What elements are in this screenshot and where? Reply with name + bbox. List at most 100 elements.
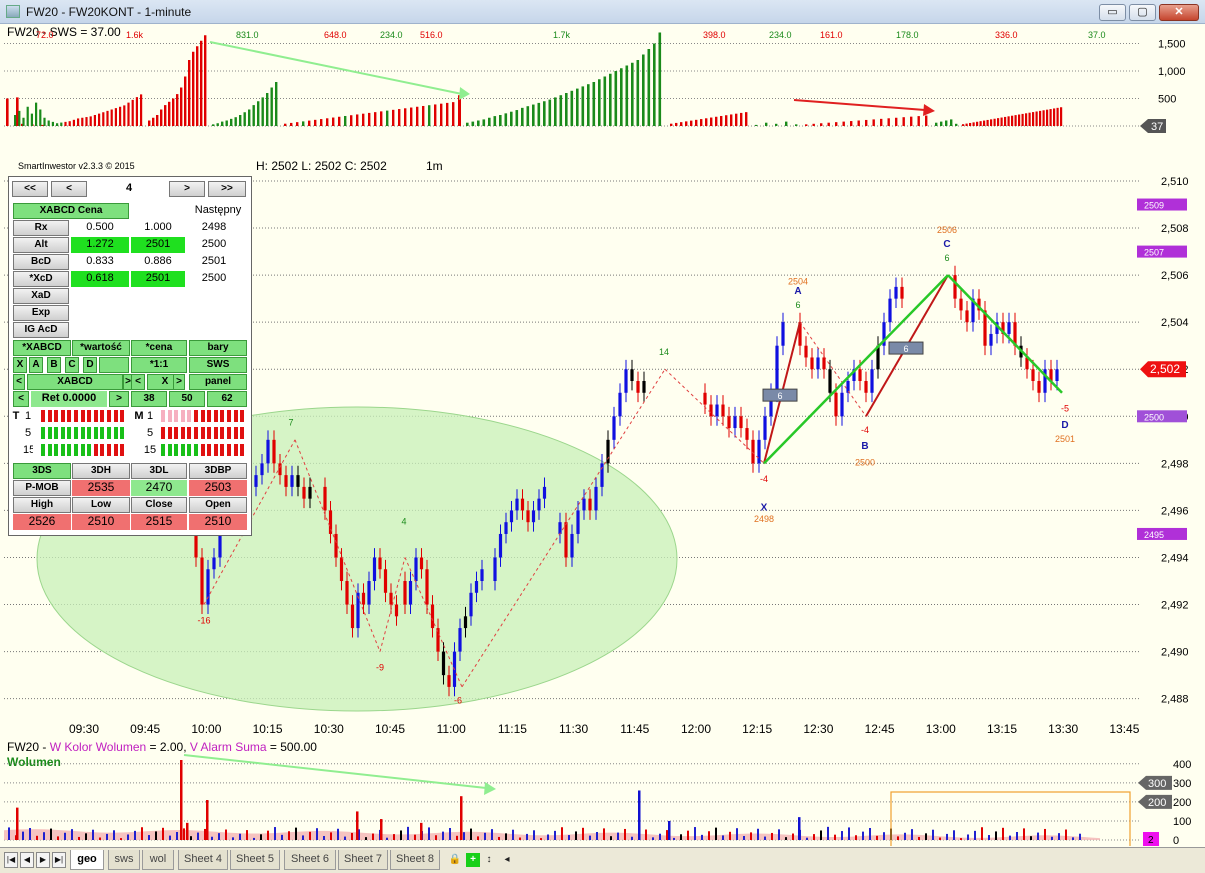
add-sheet-icon[interactable]: + bbox=[466, 853, 480, 867]
sws-bar-down bbox=[176, 94, 179, 126]
xabcd-cena-header[interactable]: XABCD Cena bbox=[13, 203, 129, 219]
trend-cell bbox=[47, 444, 52, 456]
row-label-xcd[interactable]: *XcD bbox=[13, 271, 69, 287]
tab-sws[interactable]: sws bbox=[108, 850, 140, 870]
ret-prev-button[interactable]: < bbox=[13, 391, 29, 407]
ret-38-button[interactable]: 38 bbox=[131, 391, 167, 407]
row-label-exp[interactable]: Exp bbox=[13, 305, 69, 321]
lock-icon[interactable]: 🔒 bbox=[448, 854, 462, 865]
hloc-head-high[interactable]: High bbox=[13, 497, 71, 513]
sws-bar-down bbox=[1028, 112, 1031, 126]
trend-cell bbox=[67, 427, 72, 439]
ds-head-3ds[interactable]: 3DS bbox=[13, 463, 71, 479]
hloc-head-close[interactable]: Close bbox=[131, 497, 187, 513]
scroll-left-icon[interactable]: ◂ bbox=[504, 854, 510, 865]
tab-wol[interactable]: wol bbox=[142, 850, 174, 870]
trend-m-cell bbox=[233, 410, 238, 422]
sws-bar bbox=[60, 122, 63, 126]
option-row3-1[interactable]: XABCD bbox=[27, 374, 123, 390]
first-sheet-icon[interactable]: |◀ bbox=[4, 852, 18, 868]
wol-bar bbox=[8, 827, 10, 840]
wol-bar bbox=[1037, 832, 1039, 840]
sws-bar-down bbox=[290, 122, 293, 126]
pmob-label[interactable]: P-MOB bbox=[13, 480, 71, 496]
option-row3-3[interactable]: < bbox=[131, 374, 145, 390]
option-row3-5[interactable]: > bbox=[173, 374, 185, 390]
ret-50-button[interactable]: 50 bbox=[169, 391, 205, 407]
hloc-head-low[interactable]: Low bbox=[72, 497, 130, 513]
sws-annotation: 648.0 bbox=[324, 30, 347, 40]
sws-bar-down bbox=[1039, 110, 1042, 126]
ds-head-3dbp[interactable]: 3DBP bbox=[189, 463, 247, 479]
option-11[interactable]: *1:1 bbox=[131, 357, 187, 373]
candle-body bbox=[367, 581, 371, 605]
trend-m-cell bbox=[167, 427, 172, 439]
sws-annotation: 37.0 bbox=[1088, 30, 1106, 40]
tab-sheet-6[interactable]: Sheet 6 bbox=[284, 850, 336, 870]
option-blank[interactable] bbox=[99, 357, 129, 373]
tab-sheet-4[interactable]: Sheet 4 bbox=[178, 850, 228, 870]
sws-bar-up bbox=[466, 122, 469, 126]
hloc-head-open[interactable]: Open bbox=[189, 497, 247, 513]
trend-cell bbox=[120, 427, 125, 439]
pattern-price: 2501 bbox=[1055, 434, 1075, 444]
sws-bar-down bbox=[695, 119, 698, 126]
option-sws[interactable]: SWS bbox=[189, 357, 247, 373]
option-a[interactable]: A bbox=[29, 357, 43, 373]
tab-sheet-8[interactable]: Sheet 8 bbox=[390, 850, 440, 870]
option-x[interactable]: X bbox=[13, 357, 27, 373]
tab-geo[interactable]: geo bbox=[70, 850, 104, 870]
wol-bar bbox=[120, 838, 122, 840]
next-sheet-icon[interactable]: ▶ bbox=[36, 852, 50, 868]
ds-head-3dh[interactable]: 3DH bbox=[72, 463, 130, 479]
option-d[interactable]: D bbox=[83, 357, 97, 373]
option-xabcd[interactable]: *XABCD bbox=[13, 340, 71, 356]
row-label-igacd[interactable]: IG AcD bbox=[13, 322, 69, 338]
nav-prev-button[interactable]: < bbox=[51, 181, 87, 197]
nav-first-button[interactable]: << bbox=[12, 181, 48, 197]
row-label-rx[interactable]: Rx bbox=[13, 220, 69, 236]
sws-bar-down bbox=[993, 118, 996, 126]
candle-body bbox=[888, 298, 892, 323]
tab-sheet-7[interactable]: Sheet 7 bbox=[338, 850, 388, 870]
sws-bar-down bbox=[1042, 110, 1045, 126]
nav-next-button[interactable]: > bbox=[169, 181, 205, 197]
sws-bar-down bbox=[969, 122, 972, 126]
wol-bar bbox=[603, 828, 605, 840]
option-row3-6[interactable]: panel bbox=[189, 374, 247, 390]
row-label-alt[interactable]: Alt bbox=[13, 237, 69, 253]
sws-bar-up bbox=[270, 87, 273, 126]
cursor-icon[interactable]: ↕ bbox=[486, 854, 492, 865]
ds-head-3dl[interactable]: 3DL bbox=[131, 463, 187, 479]
row-label-bcd[interactable]: BcD bbox=[13, 254, 69, 270]
sws-bar-up bbox=[266, 93, 269, 126]
wol-bar bbox=[281, 834, 283, 840]
option-b[interactable]: B bbox=[47, 357, 61, 373]
option-cena[interactable]: *cena bbox=[131, 340, 187, 356]
option-warto[interactable]: *wartość bbox=[72, 340, 130, 356]
sws-bar-down bbox=[434, 104, 437, 126]
ret-next-button[interactable]: > bbox=[109, 391, 129, 407]
nav-last-button[interactable]: >> bbox=[208, 181, 246, 197]
price-y-tick: 2,492 bbox=[1161, 600, 1189, 612]
option-bary[interactable]: bary bbox=[189, 340, 247, 356]
sws-bar-down bbox=[296, 122, 299, 126]
tab-sheet-5[interactable]: Sheet 5 bbox=[230, 850, 280, 870]
prev-sheet-icon[interactable]: ◀ bbox=[20, 852, 34, 868]
trend-m-cell bbox=[220, 427, 225, 439]
swing-label: -16 bbox=[197, 615, 210, 625]
row-label-xad[interactable]: XaD bbox=[13, 288, 69, 304]
sws-bar-down bbox=[386, 110, 389, 126]
wol-bar-spike bbox=[668, 820, 671, 840]
ret-62-button[interactable]: 62 bbox=[207, 391, 247, 407]
option-c[interactable]: C bbox=[65, 357, 79, 373]
option-row3-0[interactable]: < bbox=[13, 374, 25, 390]
trend-cell bbox=[93, 444, 98, 456]
candle-body bbox=[810, 357, 814, 370]
maximize-button[interactable]: ▢ bbox=[1129, 4, 1156, 21]
last-sheet-icon[interactable]: ▶| bbox=[52, 852, 66, 868]
minimize-button[interactable]: ▭ bbox=[1099, 4, 1126, 21]
close-button[interactable]: ✕ bbox=[1159, 4, 1199, 21]
sws-bar-down bbox=[1014, 115, 1017, 126]
wol-bar-spike bbox=[638, 790, 641, 840]
